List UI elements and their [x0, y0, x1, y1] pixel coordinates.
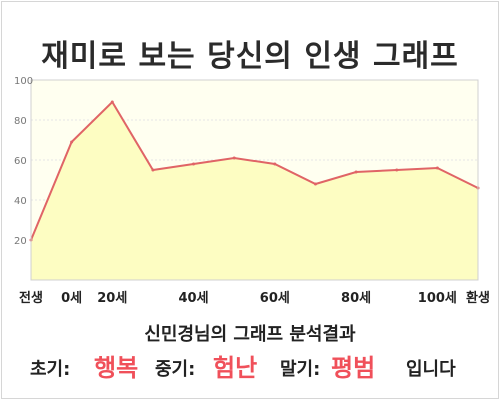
x-tick-label: 0세	[61, 291, 82, 306]
mid-value: 험난	[213, 354, 258, 382]
late-label: 말기:	[280, 359, 321, 380]
x-axis-ticks: 전생 0세 20세 40세 60세 80세 100세 환생	[19, 290, 490, 306]
x-tick-label: 20세	[97, 291, 127, 306]
data-point	[151, 168, 155, 172]
x-tick-label: 80세	[341, 291, 371, 306]
y-tick-label: 100	[14, 76, 33, 87]
x-tick-label: 환생	[466, 290, 490, 306]
life-area	[31, 102, 478, 280]
life-graph-chart: 20 40 60 80 100 전생 0세 20세 40세 60세 80세 100세 환생	[14, 76, 490, 306]
data-point	[70, 140, 74, 144]
data-point	[395, 168, 399, 172]
early-value: 행복	[94, 354, 139, 382]
data-point	[192, 162, 196, 166]
y-axis-ticks: 20 40 60 80 100	[14, 76, 33, 247]
x-tick-label: 전생	[19, 290, 43, 306]
y-tick-label: 20	[14, 236, 27, 247]
analysis-result: 초기: 행복 중기: 험난 말기: 평범 입니다	[0, 346, 500, 382]
y-tick-label: 40	[14, 196, 27, 207]
analysis-subtitle: 신민경님의 그래프 분석결과	[144, 324, 356, 345]
life-line	[30, 100, 479, 241]
ending-text: 입니다	[406, 359, 456, 380]
x-tick-label: 40세	[179, 291, 209, 306]
late-value: 평범	[331, 354, 376, 382]
y-tick-label: 80	[14, 116, 27, 127]
data-point	[232, 156, 236, 160]
page-title: 재미로 보는 당신의 인생 그래프	[41, 39, 459, 74]
y-tick-label: 60	[14, 156, 27, 167]
x-tick-label: 60세	[260, 291, 290, 306]
early-label: 초기:	[30, 359, 71, 380]
x-tick-label: 100세	[418, 291, 457, 306]
plot-border	[30, 79, 479, 281]
data-point	[435, 166, 439, 170]
data-point	[273, 162, 277, 166]
mid-label: 중기:	[155, 359, 196, 380]
data-point	[110, 100, 114, 104]
data-point	[313, 182, 317, 186]
data-point	[354, 170, 358, 174]
